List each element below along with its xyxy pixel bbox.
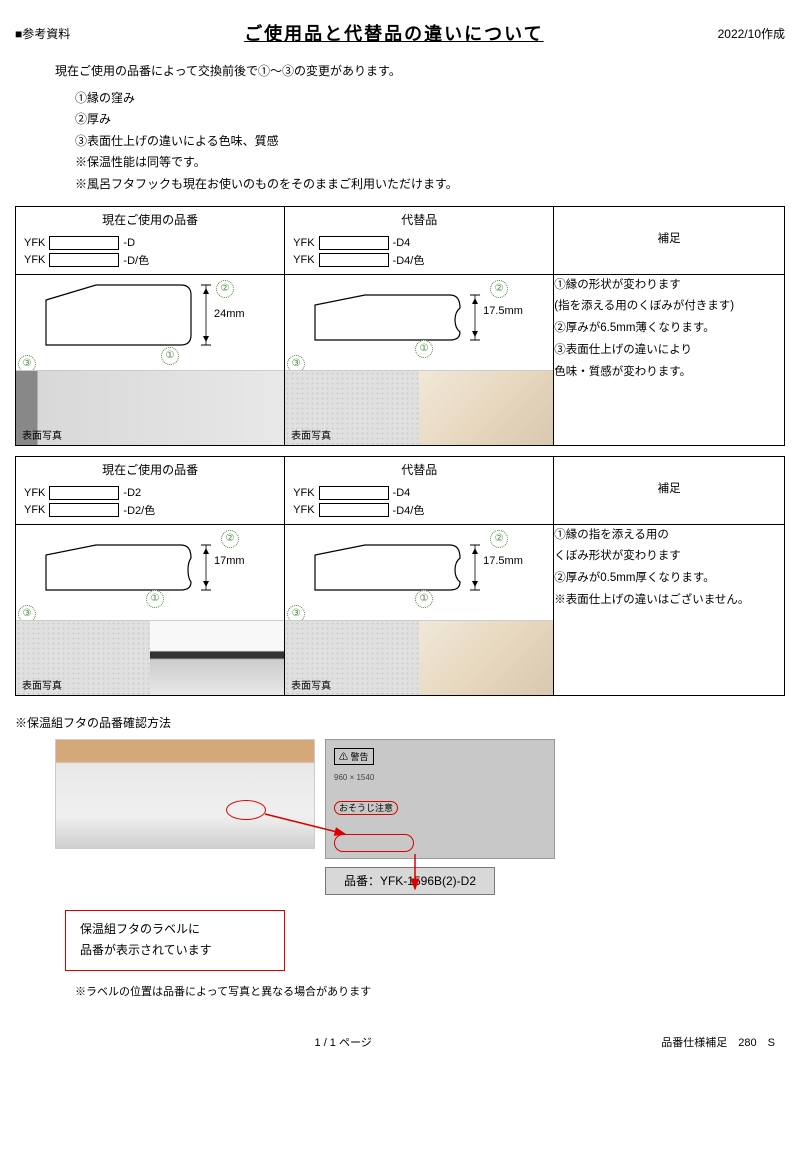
comparison-table-1: 現在ご使用の品番 YFK-D YFK-D/色 代替品 YFK-D4 YFK-D4… [15,206,785,446]
label-photo: ⚠ 警告 960 × 1540 おそうじ注意 [325,739,555,859]
intro-item-4: ※保温性能は同等です。 [75,152,785,174]
surface-photo-2a: 表面写真 [16,620,150,695]
table2-header-replacement: 代替品 [285,457,553,482]
intro-item-3: ③表面仕上げの違いによる色味、質感 [75,131,785,153]
bath-photo [55,739,315,849]
comparison-table-2: 現在ご使用の品番 YFK-D2 YFK-D2/色 代替品 YFK-D4 YFK-… [15,456,785,696]
table1-current-diagram: 24mm ② ① ③ 表面写真 [16,275,284,445]
page-number: 1 / 1 ページ [25,1034,661,1050]
marker-1-icon: ① [415,340,433,358]
surface-photo-1b: 表面写真 [285,370,419,445]
verification-title: ※保温組フタの品番確認方法 [15,714,785,731]
profile-svg-1a [41,280,241,370]
thickness-1b: 17.5mm [483,305,523,317]
hand-photo-1b [419,370,553,445]
hand-photo-2b [419,620,553,695]
profile-svg-2b [310,530,510,620]
reference-label: ■参考資料 [15,25,70,42]
table1-notes: ①縁の形状が変わります (指を添える用のくぼみが付きます) ②厚みが6.5mm薄… [554,274,785,445]
thickness-1a: 24mm [214,308,245,320]
marker-2-icon: ② [216,280,234,298]
table1-header-replacement: 代替品 [285,207,553,232]
marker-2-icon: ② [490,530,508,548]
warning-label: ⚠ 警告 [334,748,374,765]
table2-current-codes: YFK-D2 YFK-D2/色 [16,482,284,524]
red-circle-icon [334,834,414,852]
intro-item-5: ※風呂フタフックも現在お使いのものをそのままご利用いただけます。 [75,174,785,196]
marker-2-icon: ② [490,280,508,298]
edge-photo-2a [150,620,284,695]
page-title: ご使用品と代替品の違いについて [70,20,717,46]
marker-1-icon: ① [161,347,179,365]
red-callout-box: 保温組フタのラベルに 品番が表示されています [65,910,285,971]
intro-item-2: ②厚み [75,109,785,131]
table1-current-codes: YFK-D YFK-D/色 [16,232,284,274]
page-footer: 1 / 1 ページ 品番仕様補足 280 S [15,1034,785,1050]
creation-date: 2022/10作成 [718,25,785,42]
thickness-2b: 17.5mm [483,555,523,567]
surface-photo-2b: 表面写真 [285,620,419,695]
table1-header-notes: 補足 [658,233,681,245]
table2-header-current: 現在ご使用の品番 [16,457,284,482]
table2-notes: ①縁の指を添える用の くぼみ形状が変わります ②厚みが0.5mm厚くなります。 … [554,524,785,695]
table1-replacement-diagram: 17.5mm ② ① ③ 表面写真 [285,275,553,445]
marker-2-icon: ② [221,530,239,548]
product-number-zoom: 品番：YFK-1596B(2)-D2 [325,867,495,895]
footer-right: 品番仕様補足 280 S [661,1034,775,1050]
marker-1-icon: ① [146,590,164,608]
document-header: ■参考資料 ご使用品と代替品の違いについて 2022/10作成 [15,20,785,46]
table1-replacement-codes: YFK-D4 YFK-D4/色 [285,232,553,274]
surface-photo-1a: 表面写真 [16,370,284,445]
table2-replacement-diagram: 17.5mm ② ① ③ 表面写真 [285,525,553,695]
red-circle-icon [226,800,266,820]
intro-lead: 現在ご使用の品番によって交換前後で①～③の変更があります。 [55,61,785,83]
verification-subnote: ※ラベルの位置は品番によって写真と異なる場合があります [75,983,785,999]
verification-area: ⚠ 警告 960 × 1540 おそうじ注意 品番：YFK-1596B(2)-D… [15,739,785,895]
table2-current-diagram: 17mm ② ① ③ 表面写真 [16,525,284,695]
table2-replacement-codes: YFK-D4 YFK-D4/色 [285,482,553,524]
thickness-2a: 17mm [214,555,245,567]
profile-svg-2a [41,530,241,620]
table2-header-notes: 補足 [658,483,681,495]
table1-header-current: 現在ご使用の品番 [16,207,284,232]
profile-svg-1b [310,280,510,370]
intro-item-1: ①縁の窪み [75,88,785,110]
marker-1-icon: ① [415,590,433,608]
